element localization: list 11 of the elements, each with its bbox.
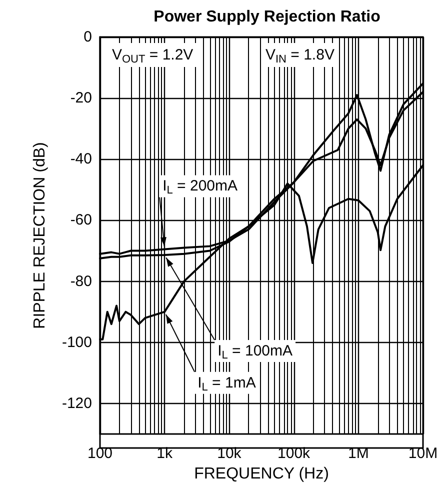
y-tick-label: -60 bbox=[70, 212, 92, 229]
y-tick-label: -100 bbox=[62, 334, 92, 351]
x-tick-label: 10M bbox=[408, 445, 438, 462]
y-tick-label: -120 bbox=[62, 394, 92, 412]
y-axis-title: RIPPLE REJECTION (dB) bbox=[32, 142, 48, 329]
y-tick-label: 0 bbox=[84, 28, 92, 46]
y-tick-label: -80 bbox=[70, 272, 92, 290]
y-tick-label: -40 bbox=[70, 150, 92, 168]
chart-title: Power Supply Rejection Ratio bbox=[154, 8, 381, 26]
x-axis-title: FREQUENCY (Hz) bbox=[194, 466, 329, 482]
y-tick-label: -20 bbox=[70, 90, 92, 107]
